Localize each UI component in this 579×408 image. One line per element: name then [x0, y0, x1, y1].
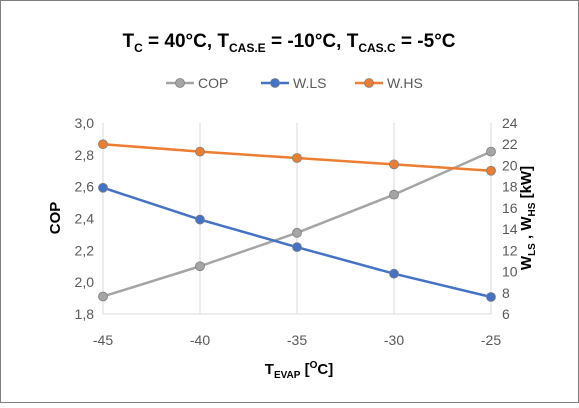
- data-point-w-hs: [389, 159, 399, 170]
- x-tick-label: -30: [384, 332, 404, 348]
- legend-label-cop: COP: [198, 75, 228, 91]
- y-left-tick-label: 2,6: [75, 179, 95, 195]
- y-right-tick-label: 14: [502, 221, 518, 237]
- legend-label-w-ls: W.LS: [293, 75, 326, 91]
- legend-label-w-hs: W.HS: [387, 75, 423, 91]
- legend-swatch-marker-w-ls: [270, 78, 280, 88]
- y-right-tick-label: 24: [502, 115, 518, 131]
- y-right-tick-label: 20: [502, 157, 518, 173]
- data-point-w-ls: [292, 242, 302, 253]
- data-point-cop: [195, 261, 205, 272]
- data-point-w-ls: [486, 292, 496, 302]
- series-layer: [98, 139, 496, 302]
- y-left-tick-label: 2,0: [75, 274, 95, 290]
- y-axis-right-label: WLS , WHS [kW]: [518, 166, 538, 270]
- legend-swatch-marker-cop: [175, 78, 185, 88]
- data-point-cop: [486, 146, 496, 157]
- data-point-w-ls: [195, 214, 205, 225]
- data-point-w-hs: [486, 165, 496, 176]
- data-point-cop: [98, 291, 108, 302]
- data-point-w-hs: [195, 146, 205, 157]
- x-tick-label: -35: [287, 332, 307, 348]
- y-right-tick-label: 22: [502, 136, 518, 152]
- chart-title: TC = 40°C, TCAS.E = -10°C, TCAS.C = -5°C: [122, 31, 455, 55]
- x-tick-label: -45: [93, 332, 113, 348]
- x-axis-label: TEVAP [OC]: [265, 360, 333, 381]
- y-left-tick-label: 2,8: [75, 147, 95, 163]
- data-point-cop: [292, 227, 302, 238]
- y-right-tick-label: 12: [502, 242, 518, 258]
- y-right-tick-label: 10: [502, 264, 518, 280]
- y-left-tick-label: 1,8: [75, 306, 95, 322]
- x-tick-label: -25: [481, 332, 501, 348]
- data-point-w-hs: [98, 139, 108, 150]
- data-point-w-ls: [98, 182, 108, 193]
- y-right-tick-label: 6: [502, 306, 510, 322]
- legend: COP W.LS W.HS: [166, 75, 423, 91]
- y-right-tick-label: 18: [502, 179, 518, 195]
- data-point-cop: [389, 189, 399, 200]
- y-left-tick-label: 2,2: [75, 242, 95, 258]
- data-point-w-ls: [389, 268, 399, 279]
- y-right-tick-label: 8: [502, 285, 510, 301]
- y-left-tick-label: 2,4: [75, 211, 95, 227]
- y-left-tick-label: 3,0: [75, 115, 95, 131]
- legend-swatch-marker-w-hs: [364, 78, 374, 88]
- x-tick-label: -40: [190, 332, 210, 348]
- axes: -45 -40 -35 -30 -25 1,8 2,0 2,2 2,4 2,6 2,8 3,0 6 8 10…: [75, 115, 518, 348]
- y-axis-left-label: COP: [47, 202, 64, 235]
- y-right-tick-label: 16: [502, 200, 518, 216]
- data-point-w-hs: [292, 153, 302, 163]
